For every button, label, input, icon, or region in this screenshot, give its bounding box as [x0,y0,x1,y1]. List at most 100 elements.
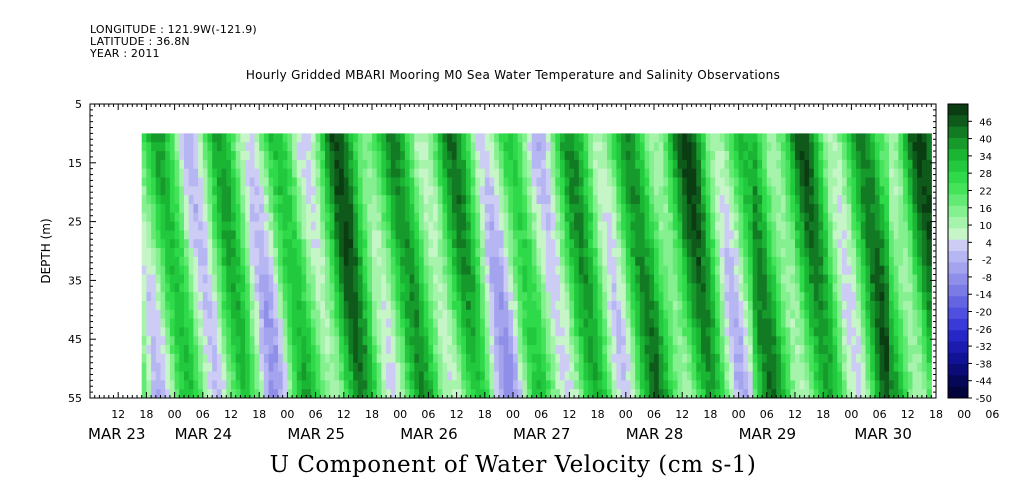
heatmap-cell [672,142,679,152]
heatmap-cell [780,380,787,390]
heatmap-cell [456,256,462,267]
heatmap-cell [296,327,303,337]
heatmap-cell [395,142,401,152]
heatmap-cell [527,151,533,161]
heatmap-cell [240,345,246,355]
heatmap-cell [409,142,415,152]
heatmap-cell [874,195,881,205]
heatmap-cell [146,248,152,258]
heatmap-cell [263,203,270,214]
heatmap-cell [846,362,852,373]
heatmap-cell [433,371,439,381]
heatmap-cell [381,300,387,311]
heatmap-cell [160,221,166,232]
heatmap-cell [865,353,871,364]
heatmap-cell [169,230,176,240]
heatmap-cell [287,318,293,329]
heatmap-cell [757,151,763,161]
heatmap-cell [310,212,317,223]
heatmap-cell [696,203,702,214]
heatmap-cell [221,309,227,320]
heatmap-cell [607,151,613,161]
heatmap-cell [325,195,331,205]
heatmap-cell [470,256,476,267]
heatmap-cell [198,239,204,249]
heatmap-cell [254,327,260,337]
heatmap-cell [903,274,909,284]
heatmap-cell [165,168,171,179]
heatmap-cell [903,256,909,267]
heatmap-cell [790,327,796,337]
heatmap-cell [705,345,711,355]
heatmap-cell [522,195,528,205]
heatmap-cell [884,168,890,179]
heatmap-cell [757,265,763,276]
heatmap-cell [376,203,382,214]
heatmap-cell [898,195,904,205]
heatmap-cell [494,151,500,161]
heatmap-cell [611,292,617,302]
heatmap-cell [513,151,519,161]
heatmap-cell [846,371,852,381]
heatmap-cell [691,327,697,337]
heatmap-cell [240,380,246,390]
heatmap-cell [367,133,373,143]
heatmap-cell [710,151,716,161]
heatmap-cell [461,256,467,267]
heatmap-cell [470,203,476,214]
heatmap-cell [381,195,387,205]
heatmap-cell [893,336,899,346]
heatmap-cell [207,389,213,398]
heatmap-cell [630,168,636,179]
heatmap-cell [160,195,166,205]
heatmap-cell [231,142,237,152]
heatmap-cell [785,265,791,276]
heatmap-cell [870,177,876,187]
heatmap-cell [343,327,350,337]
heatmap-cell [578,380,585,390]
heatmap-cell [259,265,265,276]
heatmap-cell [555,362,561,373]
heatmap-cell [893,318,899,329]
heatmap-cell [315,265,321,276]
heatmap-cell [809,274,815,284]
heatmap-cell [513,177,519,187]
heatmap-cell [423,239,429,249]
heatmap-cell [310,177,317,187]
heatmap-cell [677,309,683,320]
heatmap-cell [367,212,373,223]
heatmap-cell [630,389,636,398]
heatmap-cell [762,300,768,311]
heatmap-cell [592,230,599,240]
heatmap-cell [658,300,664,311]
heatmap-cell [879,389,885,398]
heatmap-cell [879,300,885,311]
heatmap-cell [536,362,542,373]
heatmap-cell [832,142,838,152]
heatmap-cell [893,177,899,187]
heatmap-cell [545,300,552,311]
heatmap-cell [893,309,899,320]
heatmap-cell [400,274,406,284]
heatmap-cell [602,151,608,161]
heatmap-cell [212,151,218,161]
heatmap-cell [174,248,180,258]
heatmap-cell [560,274,566,284]
heatmap-cell [766,168,773,179]
heatmap-cell [254,133,260,143]
heatmap-cell [169,159,176,170]
heatmap-cell [837,212,843,223]
heatmap-cell [160,256,166,267]
heatmap-cell [654,300,660,311]
heatmap-cell [263,265,270,276]
heatmap-cell [456,353,462,364]
heatmap-cell [245,221,251,232]
heatmap-cell [447,353,453,364]
heatmap-cell [677,230,683,240]
heatmap-cell [254,283,260,293]
heatmap-cell [602,133,608,143]
heatmap-cell [762,292,768,302]
heatmap-cell [856,327,862,337]
heatmap-cell [310,239,317,249]
heatmap-cell [353,318,359,329]
